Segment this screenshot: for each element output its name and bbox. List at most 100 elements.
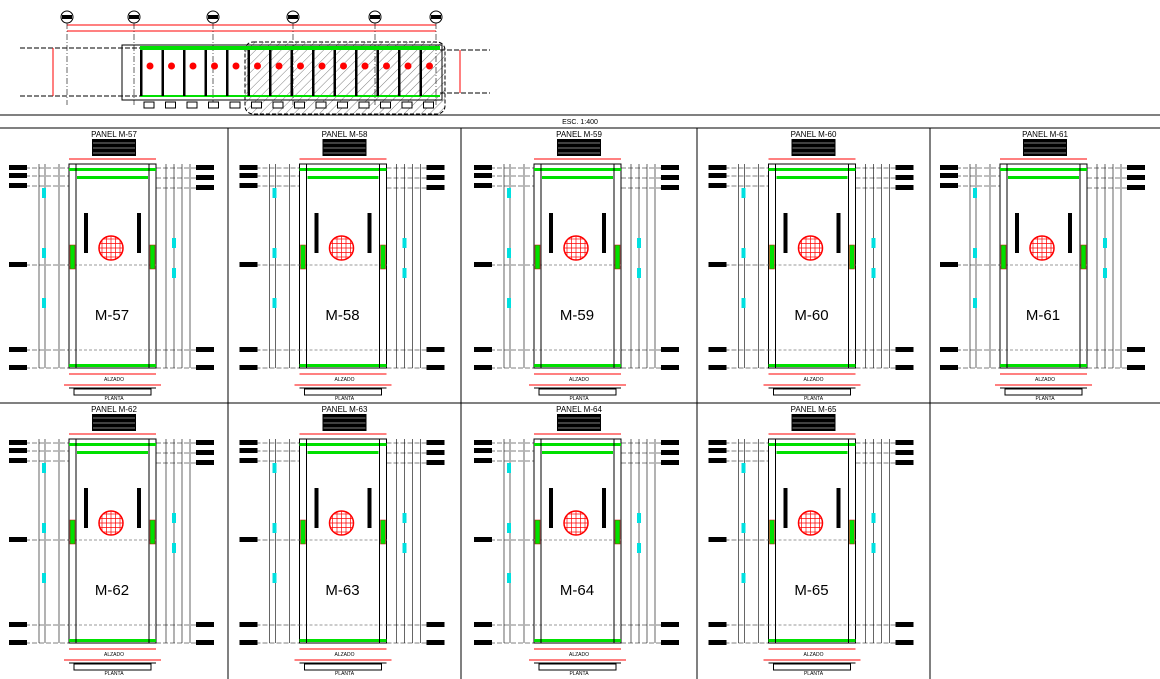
panel-marker [297,62,304,70]
panel-title: PANEL M-64 [556,405,602,414]
panel-tag [358,101,370,109]
rebar-note [783,213,788,253]
rebar-note [549,213,553,253]
top-slab-inner [77,176,148,179]
level-tag [474,458,492,463]
dim-text [272,573,277,583]
panel-label: M-59 [560,307,594,324]
level-tag [426,175,445,180]
panel-tag [251,101,262,109]
level-tag [196,440,214,445]
dim-text [1103,238,1107,248]
panel-marker [254,62,261,70]
level-tag [196,622,214,627]
level-tag [239,165,258,170]
dim-text [871,513,876,523]
panel-tag [294,101,305,109]
rebar-note [836,213,841,253]
level-tag [426,450,445,455]
dim-text [172,543,176,553]
top-slab [768,168,856,171]
level-tag [895,175,914,180]
site-plan [20,10,490,115]
panel-spec-table [557,414,601,431]
panel-m-62: PANEL M-62 M-62 ALZADO PLANTA [9,405,214,677]
panel-marker [189,62,197,70]
dim-text [42,463,46,473]
bottom-slab [768,639,856,642]
level-tag [239,173,258,178]
plan-label: PLANTA [804,396,824,402]
top-slab [69,443,156,446]
level-tag [940,262,958,267]
level-tag [426,460,445,465]
plan-section [538,388,617,396]
level-tag [474,173,492,178]
dim-text [402,238,407,248]
panel-spec-table [322,139,367,156]
anchor-block [614,244,621,270]
elevation-label: ALZADO [334,377,354,383]
rebar-note [549,488,553,528]
dim-text [871,238,876,248]
elevation-label: ALZADO [1035,377,1055,383]
panel-joint [312,50,315,96]
level-tag [196,460,214,465]
panel-title: PANEL M-60 [791,130,837,139]
bottom-slab [299,639,387,642]
dim-text [637,238,641,248]
panel-joint [419,50,422,96]
level-tag [239,347,258,352]
plan-section [773,663,851,671]
plan-label: PLANTA [804,671,824,677]
level-tag [9,458,27,463]
level-tag [474,440,492,445]
plan-label: PLANTA [1035,396,1055,402]
panel-title: PANEL M-59 [556,130,602,139]
panel-marker [318,62,326,70]
panel-m-64: PANEL M-64 M-64 ALZADO PLANTA [474,405,679,677]
dim-text [272,298,277,308]
anchor-block [769,244,775,270]
panel-tag [165,101,176,109]
level-tag [474,640,492,645]
dim-text [172,238,176,248]
panel-marker [275,62,283,70]
level-tag [196,450,214,455]
anchor-block [769,519,775,545]
dim-text [42,248,46,258]
level-tag [895,440,914,445]
dim-text [637,513,641,523]
level-tag [708,173,727,178]
level-tag [239,448,258,453]
dim-text [272,523,277,533]
panel-title: PANEL M-58 [322,130,368,139]
panel-spec-table [92,414,136,431]
panel-spec-table [92,139,136,156]
top-slab [768,443,856,446]
rebar-note [602,213,606,253]
dim-text [507,298,511,308]
level-tag [9,262,27,267]
level-tag [895,365,914,370]
bottom-slab [768,364,856,367]
level-tag [895,165,914,170]
panel-joint [183,50,186,96]
level-tag [9,622,27,627]
dim-text [741,248,746,258]
rebar-note [137,488,141,528]
panel-outline [533,438,622,644]
panel-tag [208,101,219,109]
plan-section [304,388,382,396]
level-tag [196,347,214,352]
panel-joint [376,50,379,96]
level-tag [940,365,958,370]
level-tag [708,183,727,188]
anchor-block [1080,244,1087,270]
panel-m-65: PANEL M-65 M-65 ALZADO PLANTA [708,405,914,677]
level-tag [708,640,727,645]
level-tag [940,165,958,170]
level-tag [474,183,492,188]
level-tag [239,183,258,188]
level-tag [9,537,27,542]
